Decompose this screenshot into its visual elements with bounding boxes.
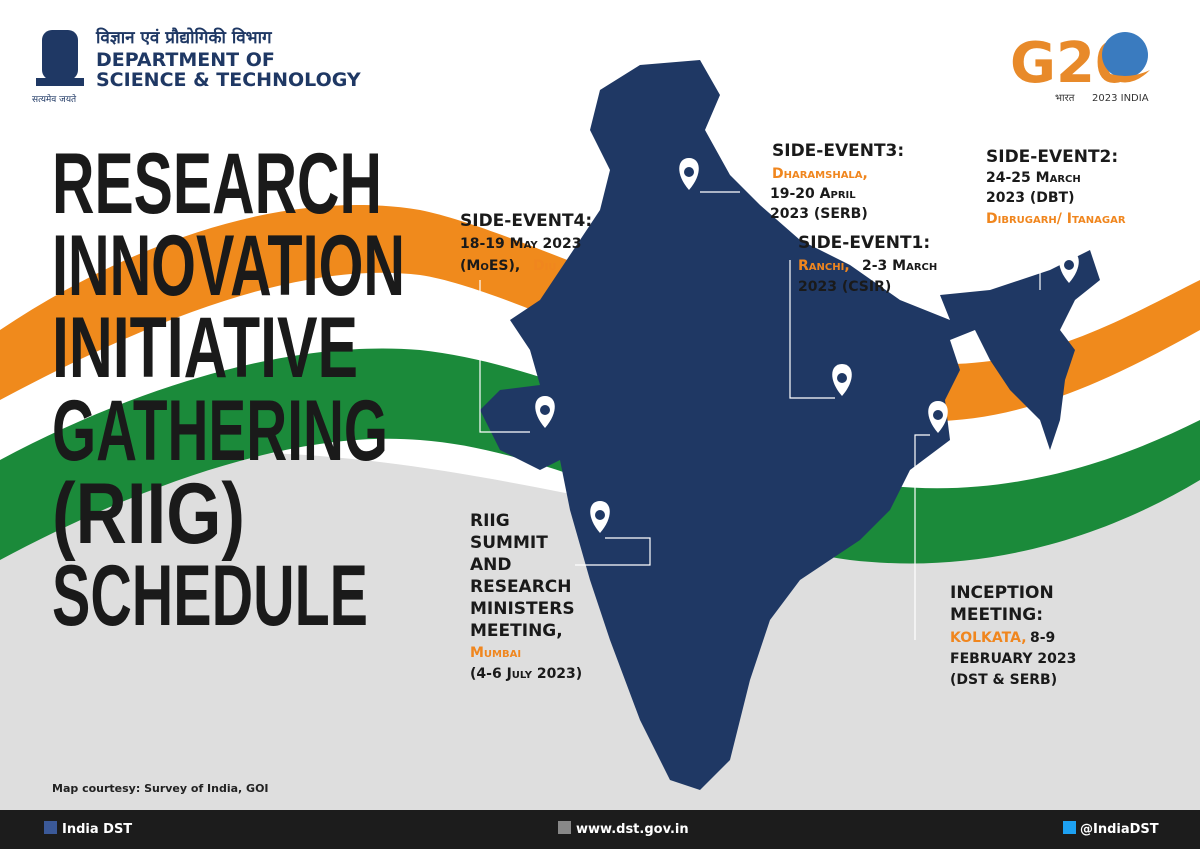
side-event4: SIDE-EVENT4: 18-19 May 2023 (MoES), Diu	[460, 211, 592, 274]
event-date: 2023 (SERB)	[770, 206, 868, 222]
event-date: FEBRUARY 2023	[950, 651, 1076, 667]
event-date: 18-19 May 2023	[460, 236, 581, 252]
event-heading: RESEARCH	[470, 577, 572, 597]
event-date: 24-25 March	[986, 170, 1081, 186]
event-heading: RIIG	[470, 511, 510, 531]
event-date: 2-3 March	[862, 258, 937, 274]
event-heading: SIDE-EVENT3:	[772, 141, 904, 161]
header: विज्ञान एवं प्रौद्योगिकी विभाग DEPARTMEN…	[32, 27, 361, 105]
event-heading: SIDE-EVENT2:	[986, 147, 1118, 167]
event-heading: MEETING,	[470, 621, 563, 641]
event-heading: SIDE-EVENT4:	[460, 211, 592, 231]
pin	[1059, 251, 1079, 283]
title-line: SCHEDULE	[52, 548, 368, 644]
side-event2: SIDE-EVENT2: 24-25 March 2023 (DBT) Dibr…	[986, 147, 1126, 227]
event-date: 19-20 April	[770, 186, 856, 202]
leader-lines	[479, 191, 1041, 640]
leader	[575, 537, 651, 566]
side-event1: SIDE-EVENT1: Ranchi, 2-3 March 2023 (CSI…	[798, 233, 937, 295]
pin	[928, 401, 948, 433]
leader	[789, 260, 835, 399]
dept-name: DEPARTMENT OF	[96, 49, 275, 71]
lotus	[1100, 70, 1150, 83]
twitter-icon	[1063, 821, 1076, 834]
event-date: (DST & SERB)	[950, 672, 1057, 688]
india-map	[480, 60, 1100, 790]
g20-logo: G20 भारत 2023 INDIA	[1010, 31, 1150, 104]
pin	[535, 396, 555, 428]
event-date: 8-9	[1030, 630, 1055, 646]
event-place: Diu	[533, 258, 556, 274]
leader	[479, 280, 530, 433]
event-heading: AND	[470, 555, 512, 575]
title-line: RESEARCH	[52, 136, 382, 232]
inception: INCEPTION MEETING: KOLKATA, 8-9 FEBRUARY…	[950, 583, 1076, 688]
event-heading: SIDE-EVENT1:	[798, 233, 930, 253]
dept-name: SCIENCE & TECHNOLOGY	[96, 69, 361, 91]
footer-bar	[0, 810, 1200, 849]
pin	[679, 158, 699, 190]
map-credit: Map courtesy: Survey of India, GOI	[52, 782, 269, 795]
facebook-icon	[44, 821, 57, 834]
event-heading: SUMMIT	[470, 533, 548, 553]
event-date: 2023 (CSIR)	[798, 279, 891, 295]
g20-year: 2023 INDIA	[1092, 93, 1149, 104]
event-heading: MINISTERS	[470, 599, 575, 619]
title-line: (RIIG)	[52, 466, 245, 562]
event-place: Dibrugarh/ Itanagar	[986, 211, 1126, 227]
event-place: Dharamshala,	[772, 166, 868, 182]
event-heading: MEETING:	[950, 605, 1043, 625]
title-line: GATHERING	[52, 383, 388, 479]
footer: India DST www.dst.gov.in @IndiaDST	[0, 810, 1200, 849]
web-icon	[558, 821, 571, 834]
event-date: (MoES),	[460, 258, 520, 274]
title-line: INITIATIVE	[52, 300, 358, 396]
twitter-link[interactable]: @IndiaDST	[1080, 822, 1159, 837]
event-date: 2023 (DBT)	[986, 190, 1074, 206]
pins	[535, 158, 1079, 533]
facebook-link[interactable]: India DST	[62, 822, 132, 837]
pin	[832, 364, 852, 396]
event-place: Mumbai	[470, 645, 521, 661]
globe	[1102, 32, 1148, 78]
leader	[914, 434, 930, 640]
event-place: Ranchi,	[798, 258, 850, 274]
motto: सत्यमेव जयते	[32, 93, 77, 105]
event-heading: INCEPTION	[950, 583, 1054, 603]
g20-hindi: भारत	[1055, 93, 1075, 104]
website-link[interactable]: www.dst.gov.in	[576, 822, 689, 837]
event-date: (4-6 July 2023)	[470, 666, 582, 682]
side-event3: SIDE-EVENT3: Dharamshala, 19-20 April 20…	[770, 141, 904, 222]
summit: RIIG SUMMIT AND RESEARCH MINISTERS MEETI…	[470, 511, 582, 682]
title-line: INNOVATION	[52, 218, 405, 314]
pin	[590, 501, 610, 533]
hindi-name: विज्ञान एवं प्रौद्योगिकी विभाग	[95, 27, 273, 48]
event-place: KOLKATA,	[950, 630, 1027, 646]
title: RESEARCH INNOVATION INITIATIVE GATHERING…	[52, 136, 405, 644]
emblem	[36, 30, 84, 86]
